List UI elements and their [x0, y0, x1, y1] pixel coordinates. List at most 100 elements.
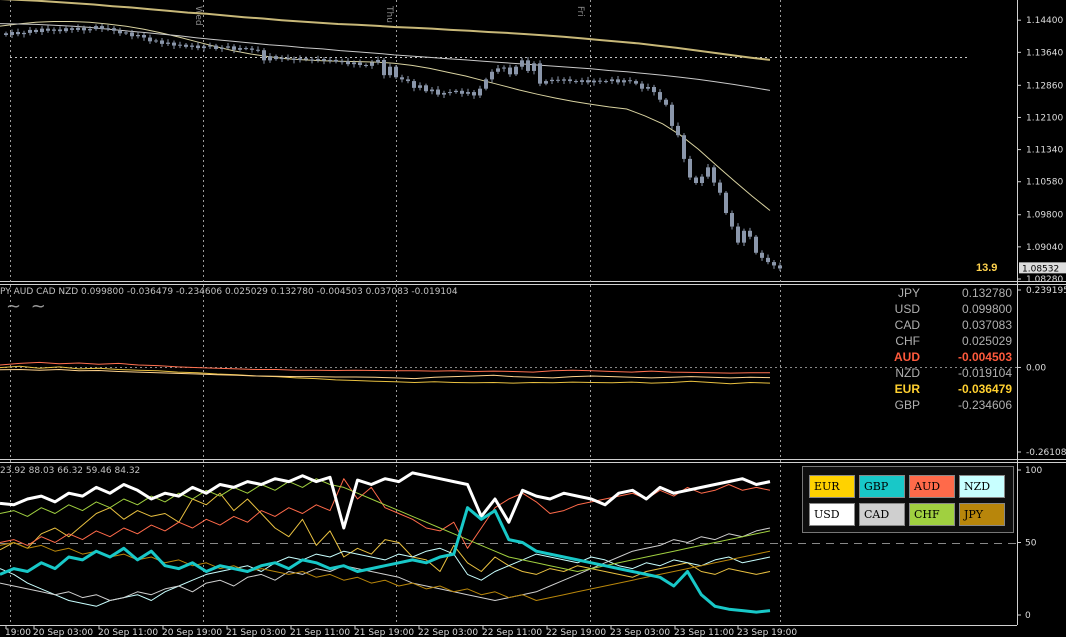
strength-line-jpy: [0, 542, 771, 601]
candle-body: [196, 45, 200, 49]
currency-value: -0.234606: [957, 398, 1012, 412]
candle-body: [88, 29, 92, 31]
candle-body: [112, 28, 116, 31]
candle-body: [70, 28, 74, 30]
candle-body: [328, 59, 332, 61]
candle-body: [82, 27, 86, 31]
candle-body: [370, 62, 374, 66]
candle-body: [658, 92, 662, 100]
time-tick-label: 21 Sep 19:00: [354, 628, 414, 637]
strength-line-cad: [0, 527, 771, 601]
candle-body: [568, 79, 572, 82]
currency-name: AUD: [894, 350, 920, 364]
candle-body: [766, 257, 770, 263]
candle-body: [640, 83, 644, 89]
candle-body: [634, 81, 638, 84]
candle-body: [454, 90, 458, 93]
candle-body: [580, 80, 584, 82]
candle-body: [106, 28, 110, 30]
candle-body: [166, 42, 170, 44]
time-tick-label: 23 Sep 11:00: [674, 628, 734, 637]
candle-body: [622, 80, 626, 83]
candle-body: [214, 45, 218, 49]
candle-body: [382, 59, 386, 76]
candle-body: [334, 59, 338, 62]
candle-body: [40, 28, 44, 33]
price-tick-label: 1.10580: [1026, 178, 1063, 188]
candle-body: [610, 79, 614, 82]
legend-item-aud: AUD: [909, 475, 955, 498]
strength-line-nzd: [0, 547, 771, 607]
candle-body: [562, 79, 566, 81]
candle-body: [718, 182, 722, 193]
index-tick-label: 0.00: [1026, 363, 1046, 373]
candle-body: [52, 29, 56, 31]
strength-tick-label: 0: [1025, 611, 1031, 621]
candle-body: [268, 56, 272, 61]
currency-row-aud: AUD -0.004503: [884, 349, 1012, 365]
candle-body: [34, 29, 38, 33]
candle-body: [466, 92, 470, 94]
strength-tick-label: 100: [1025, 466, 1042, 476]
price-tick-label: 1.12860: [1026, 81, 1063, 91]
indicator-last-value: 13.9: [976, 262, 998, 274]
candle-body: [262, 50, 266, 61]
day-label-wed: Wed: [193, 6, 203, 26]
currency-row-nzd: NZD -0.019104: [884, 365, 1012, 381]
candle-body: [124, 32, 128, 34]
candle-body: [712, 167, 716, 183]
candle-body: [142, 34, 146, 38]
candle-body: [628, 80, 632, 82]
candle-body: [532, 63, 536, 71]
time-tick-label: 21 Sep 03:00: [226, 628, 286, 637]
candle-body: [340, 61, 344, 63]
legend-item-eur: EUR: [809, 475, 855, 498]
candle-body: [388, 66, 392, 76]
candle-body: [514, 66, 518, 75]
candle-body: [10, 32, 14, 35]
candle-body: [556, 79, 560, 81]
candle-body: [736, 226, 740, 243]
index-line-2: [0, 368, 771, 380]
candle-body: [424, 85, 428, 92]
candle-body: [586, 80, 590, 83]
candle-body: [64, 28, 68, 32]
candle-body: [676, 125, 680, 136]
currency-value-table: JPY 0.132780 USD 0.099800 CAD 0.037083 CHF 0.02…: [884, 285, 1012, 413]
candle-body: [358, 62, 362, 66]
index-line-0: [0, 361, 770, 374]
candle-body: [184, 44, 188, 47]
time-tick-label: 23 Sep 19:00: [737, 628, 797, 637]
candle-body: [430, 89, 434, 92]
candle-body: [178, 44, 182, 46]
candle-body: [436, 89, 440, 95]
time-tick-label: 22 Sep 11:00: [482, 628, 542, 637]
candle-body: [298, 58, 302, 60]
candle-body: [250, 48, 254, 50]
price-tick-label: 1.12100: [1026, 113, 1063, 123]
candle-body: [670, 104, 674, 126]
candle-body: [46, 28, 50, 31]
currency-name: NZD: [895, 366, 920, 380]
moving-average-1: [0, 23, 771, 91]
legend-item-nzd: NZD: [959, 475, 1005, 498]
candle-body: [286, 57, 290, 59]
price-tick-label: 1.09040: [1026, 243, 1063, 253]
currency-value: -0.036479: [957, 382, 1012, 396]
strength-tick-label: 50: [1025, 539, 1037, 549]
candle-body: [346, 61, 350, 65]
currency-value: 0.099800: [961, 302, 1012, 316]
candle-body: [22, 32, 26, 35]
candle-body: [100, 26, 104, 30]
candle-body: [478, 88, 482, 96]
price-tick-label: 1.14400: [1026, 16, 1063, 26]
candle-body: [694, 177, 698, 184]
currency-row-jpy: JPY 0.132780: [884, 285, 1012, 301]
candle-body: [76, 27, 80, 30]
candle-body: [292, 58, 296, 60]
candle-body: [160, 40, 164, 44]
currency-name: EUR: [894, 382, 920, 396]
candle-body: [190, 45, 194, 47]
candle-body: [652, 87, 656, 93]
candle-body: [304, 58, 308, 60]
